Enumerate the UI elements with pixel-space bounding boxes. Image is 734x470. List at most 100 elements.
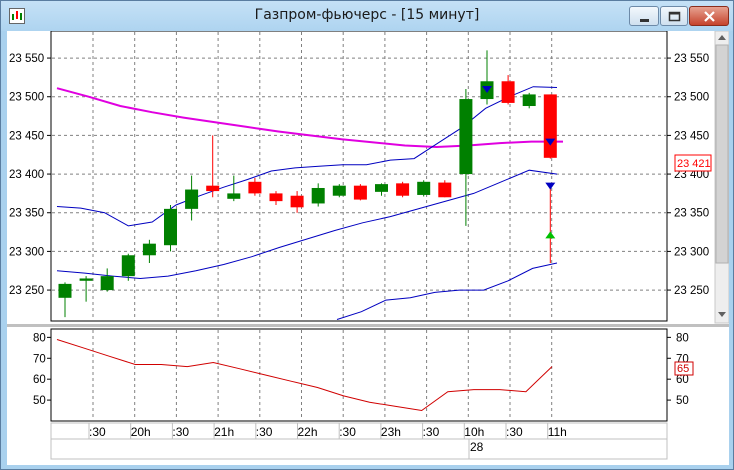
time-tick-label: 21h bbox=[214, 425, 234, 439]
candle-body bbox=[543, 94, 557, 158]
time-tick-label: :30 bbox=[423, 425, 440, 439]
candle-body bbox=[522, 94, 536, 107]
candle-body bbox=[142, 243, 156, 256]
time-tick-label: :30 bbox=[89, 425, 106, 439]
bull-candle bbox=[185, 175, 199, 221]
time-tick-label: :30 bbox=[172, 425, 189, 439]
price-tick-label-right: 23 300 bbox=[674, 246, 709, 258]
maximize-button[interactable] bbox=[660, 6, 688, 26]
candle-body bbox=[248, 181, 262, 194]
close-button[interactable] bbox=[689, 6, 729, 26]
rsi-panel[interactable] bbox=[50, 328, 668, 422]
bear-candle bbox=[353, 184, 367, 201]
candle-body bbox=[58, 283, 72, 298]
candle-body bbox=[269, 193, 283, 202]
candle-body bbox=[353, 185, 367, 200]
bull-candle bbox=[227, 175, 241, 202]
bull-candle bbox=[121, 253, 135, 281]
candle-body bbox=[164, 208, 177, 246]
title-bar[interactable]: Газпром-фьючерс - [15 минут] bbox=[1, 1, 733, 31]
current-rsi-box bbox=[674, 361, 694, 376]
price-tick-label-left: 23 500 bbox=[9, 92, 44, 104]
bear-candle bbox=[396, 181, 410, 198]
price-panel[interactable] bbox=[50, 31, 668, 322]
candle-body bbox=[438, 182, 452, 198]
candle-body bbox=[311, 187, 325, 204]
candle-body bbox=[396, 183, 410, 196]
time-axis[interactable] bbox=[50, 422, 668, 460]
candle-body bbox=[121, 255, 135, 277]
scroll-down-icon[interactable] bbox=[718, 312, 726, 317]
candle-body bbox=[459, 99, 473, 175]
candle-body bbox=[206, 185, 220, 192]
time-tick-label: :30 bbox=[339, 425, 356, 439]
window-title: Газпром-фьючерс - [15 минут] bbox=[254, 7, 480, 23]
candle-body bbox=[501, 81, 515, 103]
chart-client-area: 23 550 23 500 23 450 23 400 23 350 23 300 23 2… bbox=[7, 31, 729, 465]
rsi-tick-label-left: 80 bbox=[33, 332, 46, 344]
bull-candle bbox=[164, 205, 177, 252]
price-tick-label-right: 23 400 bbox=[674, 169, 709, 181]
chart-canvas[interactable]: 23 550 23 500 23 450 23 400 23 350 23 300 23 2… bbox=[7, 31, 729, 465]
candle-body bbox=[375, 184, 388, 192]
bull-candle bbox=[79, 276, 93, 302]
bull-candle bbox=[100, 268, 114, 292]
panel-splitter[interactable] bbox=[7, 324, 729, 327]
bear-candle bbox=[543, 94, 557, 159]
price-tick-label-left: 23 250 bbox=[9, 285, 44, 297]
rsi-tick-label-right: 60 bbox=[676, 374, 689, 386]
price-tick-label-left: 23 300 bbox=[9, 246, 44, 258]
rsi-tick-label-left: 70 bbox=[33, 353, 46, 365]
band-upper-line bbox=[56, 86, 558, 227]
maximize-icon bbox=[668, 11, 681, 22]
minimize-icon bbox=[640, 19, 649, 22]
rsi-tick-label-right: 80 bbox=[676, 332, 689, 344]
bear-candle bbox=[248, 177, 262, 196]
time-tick-label: 11h bbox=[548, 425, 567, 439]
candle-body bbox=[227, 193, 241, 199]
band-mid-line bbox=[56, 169, 558, 280]
candle-body bbox=[417, 181, 431, 195]
current-price-box bbox=[674, 154, 712, 172]
rsi-tick-label-left: 50 bbox=[33, 395, 46, 407]
down-arrow-icon bbox=[545, 138, 556, 146]
candle-body bbox=[79, 278, 93, 281]
bull-candle bbox=[332, 184, 346, 198]
minimize-button[interactable] bbox=[629, 6, 659, 26]
bull-candle bbox=[58, 282, 72, 318]
down-arrow-icon bbox=[482, 86, 492, 93]
ma-long-line bbox=[56, 87, 563, 149]
price-tick-label-left: 23 400 bbox=[9, 169, 44, 181]
candle-body bbox=[290, 195, 304, 208]
up-arrow-icon bbox=[545, 231, 556, 239]
rsi-tick-label-left: 60 bbox=[33, 374, 46, 386]
bull-candle bbox=[375, 183, 388, 196]
time-tick-label: 22h bbox=[298, 425, 318, 439]
bull-candle bbox=[142, 239, 156, 263]
price-tick-label-right: 23 450 bbox=[674, 130, 709, 142]
band-lower-line bbox=[336, 262, 558, 320]
candle-body bbox=[185, 189, 199, 209]
price-tick-label-left: 23 550 bbox=[9, 53, 44, 65]
price-tick-label-right: 23 350 bbox=[674, 208, 709, 220]
bull-candle bbox=[522, 92, 536, 109]
rsi-line bbox=[56, 339, 553, 412]
rsi-tick-label-right: 50 bbox=[676, 395, 689, 407]
price-tick-label-left: 23 350 bbox=[9, 208, 44, 220]
current-price-label: 23 421 bbox=[677, 158, 711, 170]
down-arrow-icon bbox=[545, 182, 556, 190]
close-icon bbox=[704, 11, 715, 22]
scroll-up-icon[interactable] bbox=[718, 35, 726, 40]
current-rsi-label: 65 bbox=[677, 363, 689, 375]
bear-candle bbox=[438, 180, 452, 198]
price-tick-label-right: 23 550 bbox=[674, 53, 709, 65]
candle-body bbox=[100, 276, 114, 291]
price-tick-label-right: 23 500 bbox=[674, 92, 709, 104]
time-tick-label: 10h bbox=[464, 425, 484, 439]
candle-body bbox=[332, 185, 346, 196]
bull-candle bbox=[417, 180, 431, 197]
bear-candle bbox=[269, 191, 283, 205]
time-tick-label: 20h bbox=[131, 425, 151, 439]
scrollbar-thumb[interactable] bbox=[715, 44, 729, 264]
